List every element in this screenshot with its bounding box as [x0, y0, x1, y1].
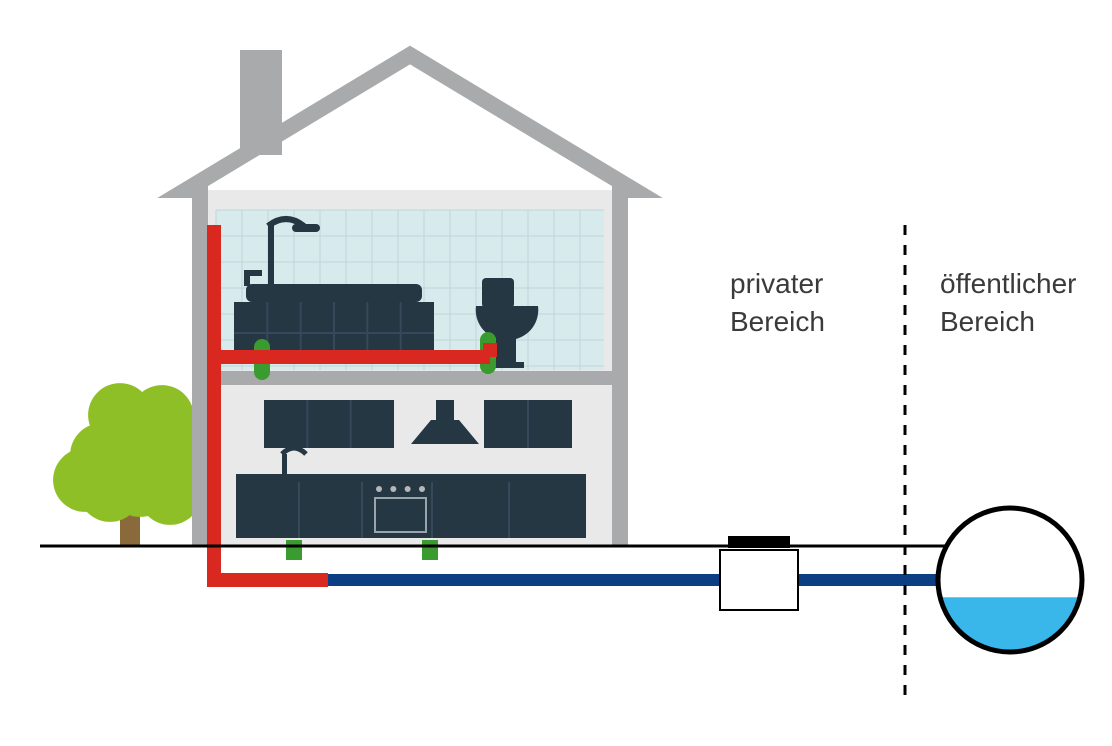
inspection-chamber	[720, 550, 798, 610]
sewer-water	[938, 597, 1082, 741]
diagram-svg	[0, 0, 1112, 746]
inspection-lid	[728, 536, 790, 548]
label-private-area: privater Bereich	[730, 265, 825, 341]
label-public-area: öffentlicher Bereich	[940, 265, 1076, 341]
